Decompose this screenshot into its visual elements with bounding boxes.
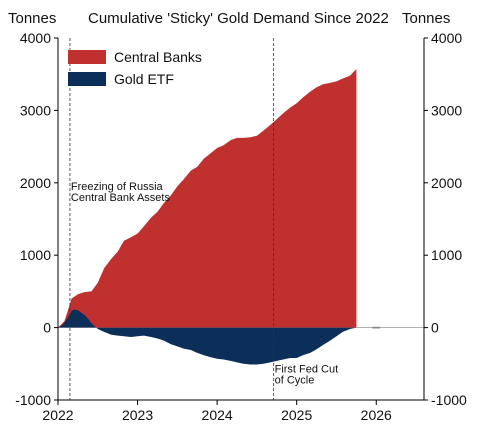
legend-swatch-central-banks (68, 50, 106, 64)
y-tick-label-left: -1000 (15, 392, 51, 408)
chart-title: Cumulative 'Sticky' Gold Demand Since 20… (88, 10, 389, 27)
annotation-text-1-1: Freezing of Russia (71, 181, 164, 193)
y-tick-label-left: 0 (43, 320, 51, 336)
x-tick-label: 2025 (281, 407, 312, 423)
legend-swatch-gold-etf (68, 72, 106, 86)
x-tick-label: 2026 (361, 407, 392, 423)
y-tick-label-left: 3000 (20, 102, 51, 118)
x-tick-label: 2024 (202, 407, 233, 423)
area-series-group (58, 69, 424, 365)
y-tick-label-right: 4000 (431, 30, 462, 46)
y-tick-label-left: 1000 (20, 247, 51, 263)
annotation-text-1-2: Central Bank Assets (71, 192, 171, 204)
area-central-banks (58, 69, 357, 328)
y-tick-label-right: -1000 (431, 392, 467, 408)
axes-group: 4000 4000 3000 3000 2000 2000 1000 1000 0 0 -1000 -… (15, 30, 467, 423)
y-tick-label-right: 3000 (431, 102, 462, 118)
area-gold-etf (58, 309, 357, 365)
legend-label-gold-etf: Gold ETF (114, 71, 174, 87)
legend-label-central-banks: Central Banks (114, 49, 202, 65)
annotation-text-2-1: First Fed Cut (275, 363, 339, 375)
y-tick-label-right: 0 (431, 320, 439, 336)
annotation-text-2-2: of Cycle (275, 374, 315, 386)
legend: Central Banks Gold ETF (68, 49, 202, 87)
y-tick-label-right: 2000 (431, 175, 462, 191)
y-axis-label-left: Tonnes (8, 10, 56, 27)
y-tick-label-right: 1000 (431, 247, 462, 263)
x-tick-label: 2023 (122, 407, 153, 423)
x-tick-label: 2022 (42, 407, 73, 423)
y-tick-label-left: 4000 (20, 30, 51, 46)
y-tick-label-left: 2000 (20, 175, 51, 191)
y-axis-label-right: Tonnes (402, 10, 450, 27)
